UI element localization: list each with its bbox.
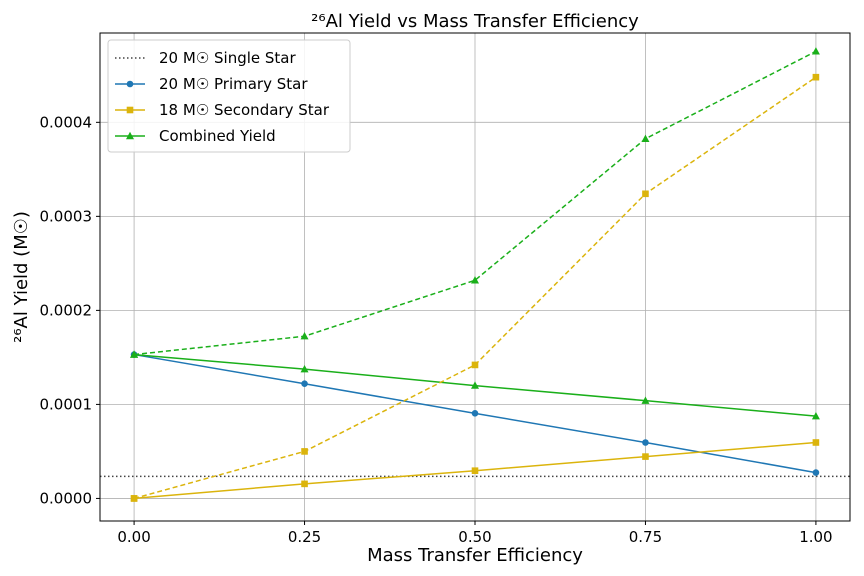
- series-group: [130, 47, 820, 502]
- x-tick-label: 0.25: [288, 528, 321, 546]
- x-axis-label: Mass Transfer Efficiency: [367, 545, 583, 566]
- data-point-secondary-dashed: [471, 361, 479, 369]
- legend-swatch-marker: [126, 80, 134, 88]
- series-line-combined-dashed: [134, 50, 817, 356]
- data-point-combined-solid: [811, 411, 820, 420]
- data-point-primary-solid: [812, 469, 820, 476]
- y-axis: 0.0000 0.0001 0.0002 0.0003 0.0004: [40, 113, 100, 507]
- data-point-secondary-solid: [812, 439, 820, 446]
- data-point-secondary-dashed: [130, 495, 138, 502]
- data-point-secondary-dashed: [301, 448, 308, 455]
- data-point-secondary-dashed: [812, 73, 820, 81]
- data-point-secondary-solid: [471, 467, 479, 474]
- series-secondary-dashed: [130, 73, 820, 502]
- y-tick-label: 0.0003: [40, 207, 93, 225]
- data-point-secondary-dashed: [642, 190, 649, 198]
- series-combined-dashed: [130, 47, 820, 358]
- legend-swatch-marker: [126, 106, 134, 114]
- data-point-primary-solid: [642, 439, 649, 446]
- data-point-combined-dashed: [130, 350, 139, 358]
- data-point-combined-dashed: [641, 134, 650, 142]
- data-point-combined-dashed: [300, 332, 309, 340]
- x-axis: 0.00 0.25 0.50 0.75 1.00: [117, 521, 833, 546]
- legend-entry-label: Combined Yield: [159, 127, 276, 145]
- y-tick-label: 0.0000: [40, 489, 93, 507]
- data-point-primary-solid: [471, 410, 479, 417]
- legend-box: [107, 39, 351, 153]
- y-tick-label: 0.0001: [40, 395, 93, 413]
- data-point-primary-solid: [301, 380, 308, 388]
- x-tick-label: 0.75: [629, 528, 662, 546]
- data-point-secondary-solid: [642, 453, 649, 460]
- chart-title: ²⁶Al Yield vs Mass Transfer Efficiency: [311, 11, 639, 32]
- legend-entry-label: 20 M☉ Single Star: [159, 49, 296, 67]
- data-point-combined-solid: [300, 364, 309, 373]
- y-tick-label: 0.0004: [40, 113, 93, 131]
- legend-entry-label: 20 M☉ Primary Star: [159, 75, 308, 93]
- x-tick-label: 1.00: [799, 528, 832, 546]
- y-tick-label: 0.0002: [40, 301, 93, 319]
- data-point-combined-dashed: [471, 276, 479, 284]
- legend: 20 M☉ Single Star 20 M☉ Primary Star 18 M☉…: [107, 39, 351, 153]
- x-tick-label: 0.50: [458, 528, 491, 546]
- legend-swatch-marker: [126, 131, 134, 140]
- data-point-combined-dashed: [811, 47, 820, 55]
- y-axis-label: ²⁶Al Yield (M☉): [11, 211, 32, 343]
- x-tick-label: 0.00: [117, 528, 150, 546]
- data-point-combined-solid: [471, 381, 479, 389]
- legend-entry-label: 18 M☉ Secondary Star: [159, 101, 330, 119]
- data-point-combined-solid: [641, 396, 650, 404]
- data-point-secondary-solid: [301, 480, 308, 488]
